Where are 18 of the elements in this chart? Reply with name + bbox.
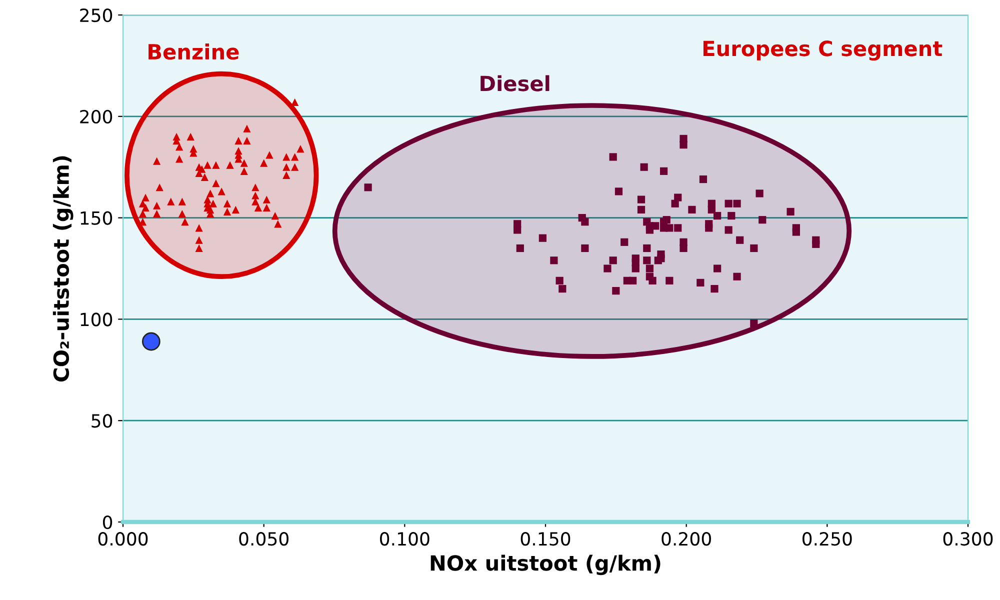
x-tick-label: 0.050 bbox=[239, 532, 288, 546]
x-tick-label: 0.250 bbox=[802, 532, 852, 546]
y-tick-label: 250 bbox=[80, 8, 112, 22]
y-tick-label: 200 bbox=[80, 110, 112, 124]
text: Diesel bbox=[480, 75, 550, 92]
text: Benzine bbox=[148, 44, 239, 60]
x-tick-label: 0.150 bbox=[520, 532, 570, 546]
y-tick-label: 0 bbox=[102, 515, 112, 530]
y-tick-label: 50 bbox=[92, 414, 112, 428]
x-tick-label: 0.200 bbox=[662, 532, 711, 546]
x-tick-label: 0.000 bbox=[98, 532, 148, 546]
y-tick-label: 150 bbox=[80, 211, 112, 225]
y-tick-label: 100 bbox=[80, 312, 112, 326]
x-tick-label: 0.300 bbox=[943, 532, 993, 546]
x-tick-label: 0.100 bbox=[380, 532, 430, 546]
x-axis-title: NOx uitstoot (g/km) bbox=[430, 554, 660, 576]
y-axis-title: CO₂-uitstoot (g/km) bbox=[52, 156, 74, 382]
annotation: Europees C segment bbox=[703, 40, 942, 61]
